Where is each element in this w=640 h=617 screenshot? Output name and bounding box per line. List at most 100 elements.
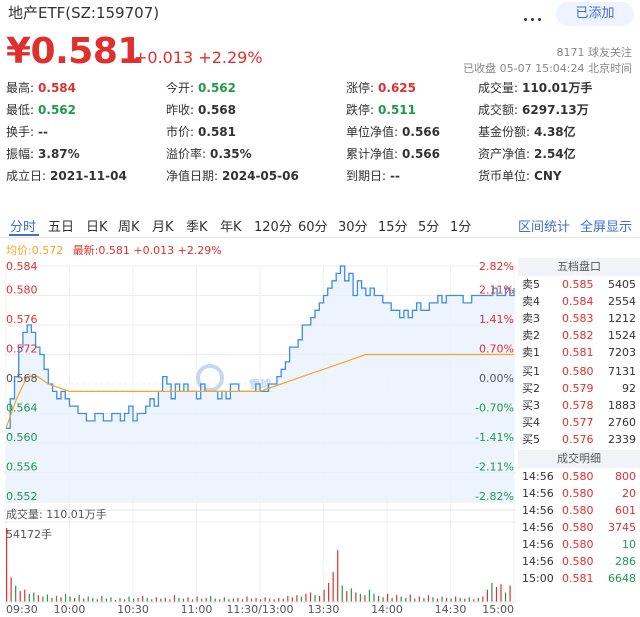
quote-field: 成交额: 6297.13万	[478, 102, 589, 119]
orderbook-volume: 7203	[608, 346, 636, 359]
orderbook-volume: 1524	[608, 329, 636, 342]
tab-8[interactable]: 60分	[298, 220, 328, 235]
tab-7[interactable]: 120分	[254, 220, 292, 235]
quote-value: 0.566	[402, 125, 441, 139]
volume-bar	[155, 597, 157, 602]
volume-bar	[436, 598, 439, 602]
volume-bar	[264, 597, 266, 602]
volume-bar	[164, 597, 166, 602]
trade-volume: 3745	[608, 521, 636, 534]
range-stats-button[interactable]: 区间统计	[518, 220, 571, 235]
orderbook-price: 0.576	[562, 433, 594, 446]
volume-bar	[128, 596, 130, 602]
trade-time: 14:56	[522, 555, 554, 568]
volume-bar	[396, 595, 398, 602]
x-tick: 09:30	[6, 603, 38, 616]
trade-volume: 10	[622, 538, 636, 551]
volume-bar	[382, 597, 384, 602]
quote-value: 0.581	[198, 125, 237, 139]
watermark-logo	[196, 364, 224, 392]
orderbook-volume: 92	[622, 382, 636, 395]
quote-field: 今开: 0.562	[166, 80, 236, 97]
volume-bar	[237, 597, 239, 602]
fullscreen-button[interactable]: 全屏显示	[580, 220, 633, 235]
orderbook-title: 五档盘口	[518, 258, 640, 276]
orderbook-volume: 2760	[608, 416, 636, 429]
tab-9[interactable]: 30分	[338, 220, 368, 235]
orderbook-row: 买5 0.576 2339	[518, 431, 640, 448]
quote-label: 成立日:	[6, 169, 47, 183]
more-icon[interactable]	[522, 6, 550, 21]
quote-value: 6297.13万	[522, 103, 589, 117]
orderbook-row: 买2 0.579 92	[518, 380, 640, 397]
tab-10[interactable]: 15分	[378, 220, 408, 235]
volume-bar	[28, 593, 30, 602]
quote-value: 2024-05-06	[222, 169, 299, 183]
volume-bar	[173, 595, 176, 602]
orderbook-row: 卖4 0.584 2554	[518, 293, 640, 310]
tab-6[interactable]: 年K	[220, 220, 242, 235]
volume-bar	[423, 597, 425, 602]
quote-value: 2021-11-04	[50, 169, 127, 183]
volume-bar	[359, 593, 361, 602]
tab-11[interactable]: 5分	[418, 220, 440, 235]
trade-volume: 6648	[608, 572, 636, 585]
volume-bar	[51, 597, 53, 602]
current-price: ¥0.581	[6, 31, 142, 72]
orderbook-price: 0.584	[562, 295, 594, 308]
tab-5[interactable]: 季K	[186, 220, 208, 235]
trade-volume: 20	[622, 487, 636, 500]
added-watchlist-button[interactable]: 已添加	[556, 2, 634, 26]
stock-title: 地产ETF(SZ:159707)	[8, 4, 160, 22]
volume-bar	[96, 599, 98, 602]
volume-bar	[328, 582, 330, 602]
quote-value: 0.584	[38, 81, 77, 95]
tab-3[interactable]: 周K	[118, 220, 140, 235]
quote-value: 4.38亿	[534, 125, 576, 139]
orderbook-level: 买3	[522, 399, 540, 412]
trade-row: 14:56 0.580 800	[518, 468, 640, 485]
volume-bar	[6, 528, 8, 602]
volume-bar	[427, 595, 430, 602]
tab-0[interactable]: 分时	[10, 220, 37, 235]
quote-label: 振幅:	[6, 147, 35, 161]
quote-label: 换手:	[6, 125, 35, 139]
volume-bar	[250, 598, 253, 602]
trade-row: 14:56 0.580 286	[518, 553, 640, 570]
volume-bar	[74, 597, 76, 602]
orderbook-price: 0.579	[562, 382, 594, 395]
volume-bar	[504, 592, 507, 602]
volume-bar	[228, 599, 230, 602]
quote-label: 净值日期:	[166, 169, 219, 183]
volume-bar	[459, 597, 461, 602]
volume-bar	[332, 571, 334, 602]
volume-label: 成交量: 110.01万手	[6, 507, 107, 521]
tab-1[interactable]: 五日	[48, 220, 75, 235]
volume-bar	[509, 585, 511, 602]
volume-bar	[287, 595, 289, 602]
quote-label: 昨收:	[166, 103, 195, 117]
quote-field: 单位净值: 0.566	[346, 124, 440, 141]
tab-12[interactable]: 1分	[450, 220, 472, 235]
volume-bar	[15, 585, 17, 602]
y-tick-left: 0.568	[6, 372, 38, 385]
intraday-chart[interactable]: 雪球0.5840.5800.5760.5720.5680.5640.5600.5…	[4, 256, 516, 616]
volume-bar	[491, 582, 493, 602]
volume-bar	[42, 596, 44, 602]
tab-4[interactable]: 月K	[152, 220, 174, 235]
quote-label: 货币单位:	[478, 169, 531, 183]
volume-bar	[219, 599, 221, 602]
volume-bar	[87, 596, 89, 602]
quote-label: 最低:	[6, 103, 35, 117]
quote-field: 振幅: 3.87%	[6, 146, 80, 163]
volume-bar	[495, 586, 498, 602]
volume-bar	[278, 597, 280, 602]
trade-time: 14:56	[522, 487, 554, 500]
quote-field: 市价: 0.581	[166, 124, 236, 141]
price-change: +0.013 +2.29%	[134, 48, 263, 67]
orderbook-level: 买2	[522, 382, 540, 395]
tab-2[interactable]: 日K	[86, 220, 108, 235]
trade-volume: 800	[615, 470, 636, 483]
volume-bar	[441, 596, 443, 602]
quote-label: 今开:	[166, 81, 195, 95]
